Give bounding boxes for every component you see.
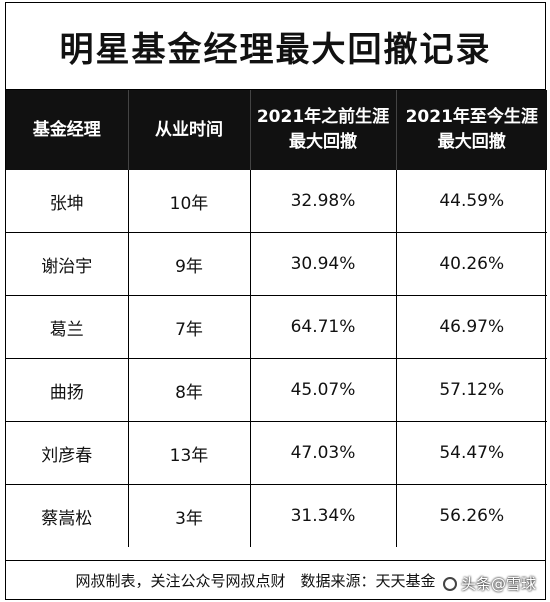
- manager-name: 曲扬: [6, 358, 128, 422]
- header-tenure: 从业时间: [127, 90, 250, 170]
- manager-name: 刘彦春: [6, 421, 128, 485]
- tenure: 3年: [127, 484, 250, 547]
- table-header-row: 基金经理 从业时间 2021年之前生涯 最大回撤 2021年至今生涯 最大回撤: [6, 90, 547, 170]
- header-manager: 基金经理: [6, 90, 128, 170]
- header-drawdown-before-2021: 2021年之前生涯 最大回撤: [249, 90, 396, 170]
- table-row: 刘彦春 13年 47.03% 54.47%: [6, 421, 547, 485]
- tenure: 8年: [127, 358, 250, 422]
- tenure: 7年: [127, 295, 250, 359]
- document-page: 明星基金经理最大回撤记录 基金经理 从业时间 2021年之前生涯 最大回撤 20…: [5, 2, 547, 600]
- table-row: 葛兰 7年 64.71% 46.97%: [6, 295, 547, 359]
- drawdown-before-2021: 45.07%: [249, 358, 396, 422]
- header-drawdown-since-2021: 2021年至今生涯 最大回撤: [395, 90, 547, 170]
- drawdown-since-2021: 40.26%: [395, 232, 547, 296]
- table-row: 蔡嵩松 3年 31.34% 56.26%: [6, 484, 547, 547]
- manager-name: 蔡嵩松: [6, 484, 128, 547]
- page-title: 明星基金经理最大回撤记录: [6, 3, 545, 90]
- drawdown-before-2021: 32.98%: [249, 170, 396, 233]
- table-row: 曲扬 8年 45.07% 57.12%: [6, 358, 547, 422]
- drawdown-since-2021: 44.59%: [395, 170, 547, 233]
- drawdown-before-2021: 64.71%: [249, 295, 396, 359]
- table-row: 张坤 10年 32.98% 44.59%: [6, 170, 547, 233]
- manager-drawdown-table: 基金经理 从业时间 2021年之前生涯 最大回撤 2021年至今生涯 最大回撤 …: [6, 90, 547, 547]
- manager-name: 葛兰: [6, 295, 128, 359]
- watermark: 头条@雪球: [442, 573, 536, 594]
- snowball-icon: [442, 576, 457, 591]
- tenure: 10年: [127, 170, 250, 233]
- drawdown-since-2021: 57.12%: [395, 358, 547, 422]
- manager-name: 张坤: [49, 193, 84, 214]
- drawdown-since-2021: 54.47%: [395, 421, 547, 485]
- tenure: 9年: [127, 232, 250, 296]
- tenure: 13年: [127, 421, 250, 485]
- manager-name: 谢治宇: [6, 232, 128, 296]
- drawdown-before-2021: 31.34%: [249, 484, 396, 547]
- drawdown-since-2021: 56.26%: [395, 484, 547, 547]
- source-footer: 网叔制表，关注公众号网叔点财 数据来源：天天基金: [6, 560, 545, 599]
- table-row: 谢治宇 9年 30.94% 40.26%: [6, 232, 547, 296]
- drawdown-before-2021: 47.03%: [249, 421, 396, 485]
- watermark-text: 头条@雪球: [460, 575, 536, 593]
- drawdown-before-2021: 30.94%: [249, 232, 396, 296]
- drawdown-since-2021: 46.97%: [395, 295, 547, 359]
